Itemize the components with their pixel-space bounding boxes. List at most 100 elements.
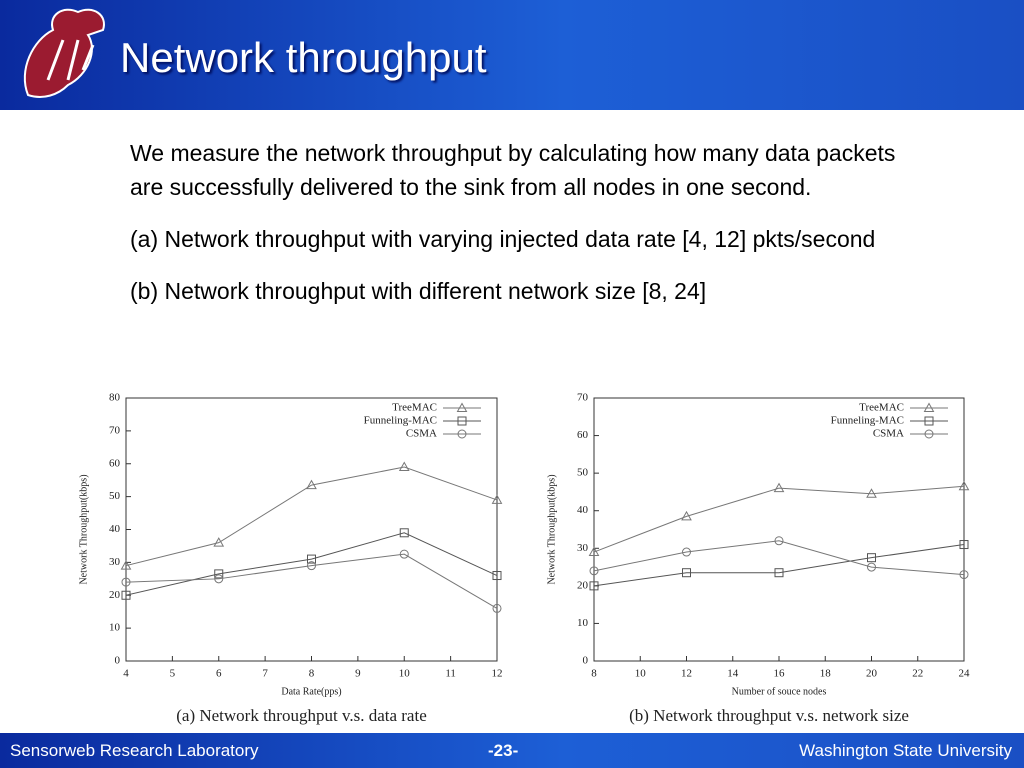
marker bbox=[682, 547, 691, 557]
y-tick-label: 20 bbox=[577, 579, 589, 591]
series-line bbox=[593, 544, 965, 587]
marker bbox=[867, 562, 876, 572]
x-tick-label: 8 bbox=[591, 668, 597, 680]
marker bbox=[213, 537, 225, 547]
marker bbox=[399, 528, 409, 538]
legend-label: TreeMAC bbox=[859, 402, 904, 414]
y-tick-label: 20 bbox=[109, 589, 121, 601]
y-tick-label: 0 bbox=[583, 655, 589, 667]
y-tick-label: 10 bbox=[577, 617, 589, 629]
series-line bbox=[125, 466, 498, 567]
marker bbox=[774, 536, 784, 546]
y-tick-label: 0 bbox=[115, 655, 121, 667]
series-line bbox=[593, 540, 965, 576]
marker bbox=[867, 553, 876, 563]
header: Network throughput bbox=[0, 0, 1024, 110]
footer-left: Sensorweb Research Laboratory bbox=[10, 741, 259, 760]
y-tick-label: 30 bbox=[577, 542, 589, 554]
caption: (b) Network throughput v.s. network size bbox=[629, 706, 909, 725]
marker bbox=[121, 590, 131, 600]
x-tick-label: 7 bbox=[262, 668, 268, 680]
series-line bbox=[125, 532, 498, 596]
x-axis-label: Number of souce nodes bbox=[732, 686, 827, 697]
legend-label: CSMA bbox=[873, 428, 904, 440]
series-line bbox=[125, 553, 498, 609]
y-tick-label: 30 bbox=[109, 556, 121, 568]
marker bbox=[306, 479, 317, 490]
x-tick-label: 6 bbox=[216, 668, 222, 680]
marker bbox=[924, 429, 934, 439]
marker bbox=[457, 416, 467, 426]
marker bbox=[492, 603, 502, 613]
marker bbox=[588, 546, 600, 557]
marker bbox=[958, 480, 970, 491]
caption: (a) Network throughput v.s. data rate bbox=[176, 706, 427, 725]
marker bbox=[959, 540, 969, 550]
x-tick-label: 24 bbox=[959, 668, 971, 680]
legend-label: TreeMAC bbox=[392, 402, 437, 414]
marker bbox=[307, 561, 316, 571]
marker bbox=[682, 568, 691, 578]
legend-label: CSMA bbox=[406, 428, 437, 440]
marker bbox=[959, 570, 969, 580]
marker bbox=[774, 568, 784, 578]
x-tick-label: 5 bbox=[170, 668, 176, 680]
marker bbox=[923, 402, 935, 412]
x-tick-label: 20 bbox=[866, 668, 878, 680]
x-tick-label: 22 bbox=[912, 668, 923, 680]
y-tick-label: 40 bbox=[577, 504, 589, 516]
y-axis-label: Network Throughput(kbps) bbox=[546, 474, 557, 584]
marker bbox=[214, 569, 224, 579]
marker bbox=[214, 574, 224, 584]
y-tick-label: 10 bbox=[109, 622, 121, 634]
marker bbox=[307, 554, 316, 564]
y-tick-label: 40 bbox=[109, 523, 121, 535]
y-tick-label: 60 bbox=[577, 429, 589, 441]
page-number: -23- bbox=[488, 741, 519, 760]
marker bbox=[120, 560, 132, 570]
marker bbox=[399, 549, 409, 559]
marker bbox=[589, 566, 599, 576]
footer: Sensorweb Research Laboratory -23- Washi… bbox=[0, 733, 1024, 768]
legend-label: Funneling-MAC bbox=[831, 415, 904, 427]
paragraph: (b) Network throughput with different ne… bbox=[130, 278, 707, 304]
marker bbox=[924, 416, 934, 426]
plot-frame bbox=[125, 397, 498, 662]
x-tick-label: 10 bbox=[635, 668, 647, 680]
y-axis-label: Network Throughput(kbps) bbox=[78, 474, 89, 584]
slide-title: Network throughput bbox=[120, 34, 487, 81]
paragraph: We measure the network throughput by cal… bbox=[130, 140, 896, 200]
legend-label: Funneling-MAC bbox=[364, 415, 437, 427]
x-axis-label: Data Rate(pps) bbox=[281, 686, 341, 697]
marker bbox=[398, 461, 410, 472]
y-tick-label: 70 bbox=[577, 392, 589, 404]
y-tick-label: 50 bbox=[577, 467, 589, 479]
x-tick-label: 18 bbox=[820, 668, 832, 680]
marker bbox=[492, 571, 502, 581]
x-tick-label: 4 bbox=[123, 668, 129, 680]
x-tick-label: 11 bbox=[445, 668, 456, 680]
y-tick-label: 50 bbox=[109, 490, 121, 502]
plot-frame bbox=[593, 397, 965, 662]
y-tick-label: 60 bbox=[109, 457, 121, 469]
x-tick-label: 9 bbox=[355, 668, 361, 680]
series-line bbox=[593, 485, 965, 553]
marker bbox=[456, 402, 468, 412]
marker bbox=[681, 510, 692, 521]
y-tick-label: 80 bbox=[109, 392, 121, 404]
marker bbox=[866, 488, 877, 498]
paragraph: (a) Network throughput with varying inje… bbox=[130, 226, 876, 252]
footer-right: Washington State University bbox=[799, 741, 1012, 760]
marker bbox=[773, 482, 785, 493]
x-tick-label: 12 bbox=[681, 668, 692, 680]
x-tick-label: 12 bbox=[492, 668, 503, 680]
x-tick-label: 8 bbox=[309, 668, 315, 680]
y-tick-label: 70 bbox=[109, 424, 121, 436]
marker bbox=[589, 581, 599, 591]
marker bbox=[121, 577, 131, 587]
logo bbox=[23, 8, 105, 98]
x-tick-label: 14 bbox=[727, 668, 739, 680]
x-tick-label: 16 bbox=[774, 668, 786, 680]
